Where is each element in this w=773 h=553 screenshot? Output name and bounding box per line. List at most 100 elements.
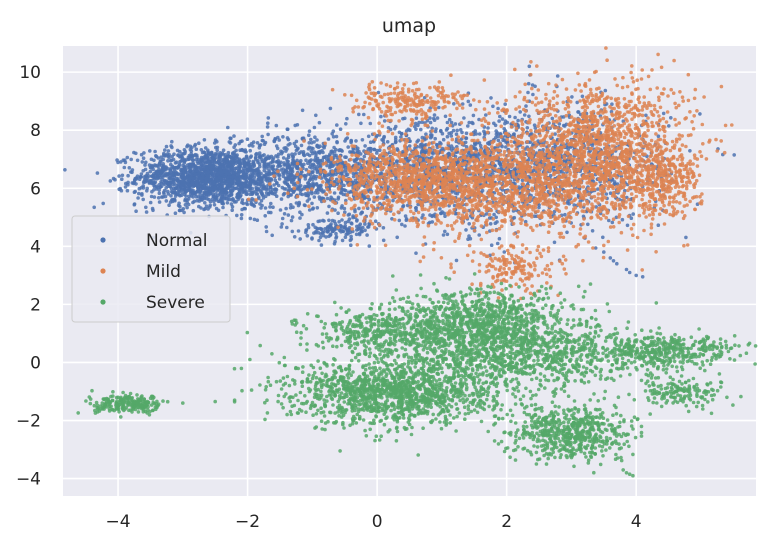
data-point <box>151 167 155 172</box>
data-point <box>176 172 181 176</box>
data-point <box>541 138 545 142</box>
data-point <box>195 183 199 188</box>
data-point <box>108 179 113 183</box>
data-point <box>343 224 348 228</box>
data-point <box>220 179 224 184</box>
data-point <box>139 152 144 157</box>
data-point <box>349 243 353 247</box>
chart-title: umap <box>382 15 436 37</box>
data-point <box>476 138 480 143</box>
data-point <box>158 172 163 176</box>
data-point <box>240 186 244 191</box>
data-point <box>291 178 295 182</box>
data-point <box>349 139 354 143</box>
data-point <box>348 150 352 154</box>
data-point <box>271 159 276 164</box>
data-point <box>673 101 677 106</box>
data-point <box>290 215 295 219</box>
data-point <box>393 135 398 140</box>
data-point <box>517 105 522 109</box>
data-point <box>185 205 189 210</box>
data-point <box>312 140 316 144</box>
data-point <box>262 165 266 170</box>
data-point <box>596 104 601 109</box>
data-point <box>367 197 372 202</box>
data-point <box>438 207 442 211</box>
data-point <box>615 261 619 266</box>
data-point <box>152 195 157 199</box>
data-point <box>211 173 216 178</box>
data-point <box>285 147 289 151</box>
data-point <box>441 233 446 237</box>
data-point <box>125 155 130 160</box>
data-point <box>181 163 185 168</box>
data-point <box>381 226 386 230</box>
data-point <box>92 205 96 210</box>
data-point <box>317 159 321 163</box>
data-point <box>562 124 567 128</box>
data-point <box>325 211 330 215</box>
data-point <box>204 171 208 175</box>
data-point <box>289 168 294 173</box>
data-point <box>286 213 291 217</box>
data-point <box>171 157 176 162</box>
data-point <box>525 126 530 130</box>
data-point <box>314 113 318 118</box>
data-point <box>611 259 616 263</box>
data-point <box>458 128 463 132</box>
data-point <box>220 184 225 188</box>
data-point <box>340 238 345 243</box>
data-point <box>144 160 148 165</box>
data-point <box>229 169 234 173</box>
data-point <box>401 116 405 121</box>
data-point <box>343 139 347 143</box>
data-point <box>498 162 503 166</box>
data-point <box>63 168 67 172</box>
data-point <box>259 175 264 180</box>
data-point <box>491 104 495 109</box>
data-point <box>193 190 197 195</box>
data-point <box>495 220 499 224</box>
data-point <box>620 85 625 90</box>
data-point <box>368 121 373 126</box>
data-point <box>307 129 312 133</box>
data-point <box>332 219 337 223</box>
data-point <box>455 128 460 133</box>
data-point <box>244 176 248 181</box>
data-point <box>411 163 416 167</box>
data-point <box>234 148 238 153</box>
data-point <box>255 218 260 222</box>
data-point <box>385 140 390 144</box>
data-point <box>343 155 347 159</box>
data-point <box>419 127 423 132</box>
data-point <box>513 115 517 120</box>
data-point <box>232 152 236 157</box>
data-point <box>322 230 326 234</box>
data-point <box>468 103 473 107</box>
data-point <box>277 138 282 142</box>
data-point <box>207 151 211 156</box>
data-point <box>234 170 238 175</box>
data-point <box>149 174 154 178</box>
data-point <box>268 185 273 190</box>
data-point <box>208 203 212 208</box>
data-point <box>186 143 190 147</box>
data-point <box>622 135 627 140</box>
data-point <box>204 181 208 185</box>
data-point <box>305 234 310 238</box>
data-point <box>189 163 194 167</box>
data-point <box>240 198 245 202</box>
data-point <box>478 143 483 148</box>
data-point <box>257 143 262 148</box>
data-point <box>400 222 404 227</box>
data-point <box>414 116 419 120</box>
data-point <box>590 229 595 233</box>
data-point <box>523 82 527 87</box>
data-point <box>276 159 281 163</box>
data-point <box>226 178 231 183</box>
data-point <box>281 156 286 160</box>
data-point <box>235 213 239 218</box>
data-point <box>263 214 268 218</box>
data-point <box>280 222 284 226</box>
data-point <box>252 217 257 222</box>
